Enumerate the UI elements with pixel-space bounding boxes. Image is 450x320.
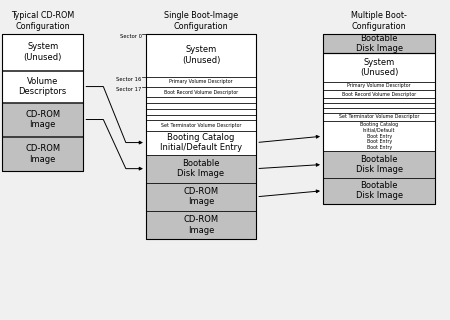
Text: Booting Catalog
Initial/Default Entry: Booting Catalog Initial/Default Entry (160, 133, 242, 152)
Bar (323, 178, 436, 204)
Text: Boot Record Volume Descriptor: Boot Record Volume Descriptor (342, 92, 416, 97)
Text: Bootable
Disk Image: Bootable Disk Image (356, 155, 403, 174)
Bar (146, 97, 256, 103)
Text: System
(Unused): System (Unused) (360, 58, 398, 77)
Text: Primary Volume Descriptor: Primary Volume Descriptor (169, 79, 233, 84)
Bar (146, 77, 256, 87)
Text: Single Boot-Image
Configuration: Single Boot-Image Configuration (164, 11, 238, 31)
Bar (146, 34, 256, 239)
Text: System
(Unused): System (Unused) (182, 45, 220, 65)
Bar (146, 103, 256, 109)
Bar (146, 183, 256, 211)
Text: Boot Record Volume Descriptor: Boot Record Volume Descriptor (164, 90, 238, 95)
Bar (146, 211, 256, 239)
Bar (323, 34, 436, 53)
Bar (323, 53, 436, 82)
Text: Bootable
Disk Image: Bootable Disk Image (356, 34, 403, 53)
Text: Volume
Descriptors: Volume Descriptors (18, 77, 67, 96)
Bar (146, 34, 256, 77)
Bar (323, 98, 436, 103)
Text: Bootable
Disk Image: Bootable Disk Image (356, 181, 403, 200)
Bar (2, 137, 83, 171)
Text: Sector 0: Sector 0 (120, 34, 142, 39)
Bar (323, 113, 436, 121)
Bar (146, 120, 256, 131)
Text: Booting Catalog
Initial/Default
Boot Entry
Boot Entry
Boot Entry: Booting Catalog Initial/Default Boot Ent… (360, 122, 398, 150)
Text: System
(Unused): System (Unused) (23, 42, 62, 62)
Bar (323, 90, 436, 98)
Text: Primary Volume Descriptor: Primary Volume Descriptor (347, 83, 411, 88)
Bar (146, 115, 256, 120)
Text: CD-ROM
Image: CD-ROM Image (25, 110, 60, 129)
Bar (146, 131, 256, 155)
Bar (323, 108, 436, 113)
Bar (2, 71, 83, 102)
Bar (323, 34, 436, 53)
Text: Bootable
Disk Image: Bootable Disk Image (177, 159, 225, 178)
Text: Sector 16: Sector 16 (116, 77, 142, 82)
Bar (2, 103, 83, 136)
Text: CD-ROM
Image: CD-ROM Image (25, 144, 60, 164)
Text: Set Terminator Volume Descriptor: Set Terminator Volume Descriptor (161, 123, 241, 128)
Bar (323, 53, 436, 204)
Text: CD-ROM
Image: CD-ROM Image (184, 187, 219, 206)
Bar (2, 34, 83, 70)
Bar (323, 82, 436, 90)
Text: Typical CD-ROM
Configuration: Typical CD-ROM Configuration (11, 11, 74, 31)
Bar (2, 34, 83, 171)
Text: Sector 17: Sector 17 (116, 87, 142, 92)
Bar (146, 87, 256, 97)
Bar (146, 155, 256, 183)
Bar (323, 103, 436, 108)
Text: Multiple Boot-
Configuration: Multiple Boot- Configuration (351, 11, 407, 31)
Text: CD-ROM
Image: CD-ROM Image (184, 215, 219, 235)
Bar (323, 151, 436, 178)
Bar (146, 109, 256, 115)
Text: Set Terminator Volume Descriptor: Set Terminator Volume Descriptor (339, 114, 419, 119)
Bar (323, 121, 436, 151)
